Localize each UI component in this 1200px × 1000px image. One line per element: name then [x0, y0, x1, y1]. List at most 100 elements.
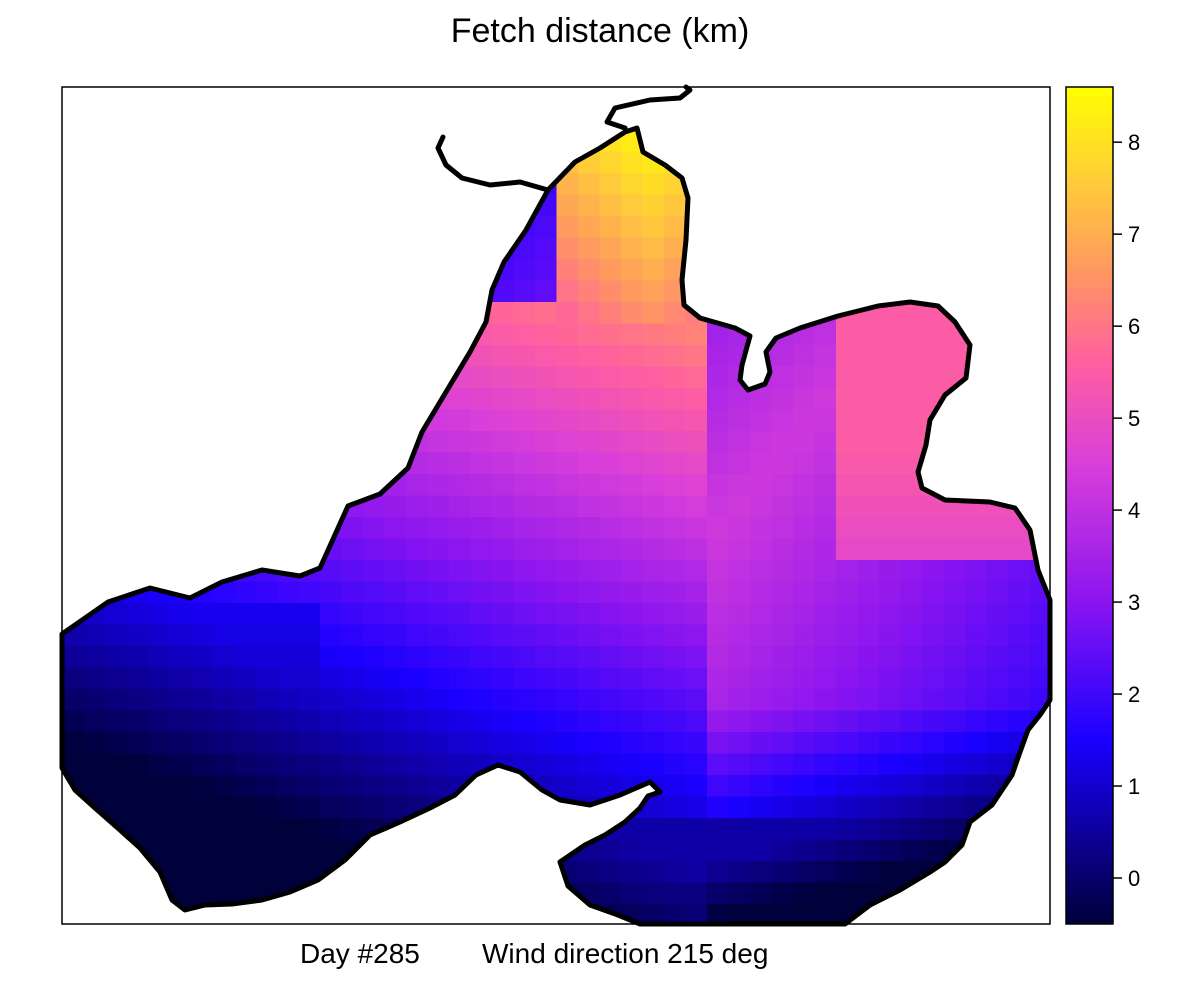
- heatmap-cell: [513, 560, 536, 583]
- heatmap-cell: [1029, 861, 1050, 884]
- heatmap-cell: [750, 388, 773, 411]
- heatmap-cell: [578, 87, 600, 109]
- heatmap-cell: [298, 194, 321, 217]
- heatmap-cell: [148, 474, 171, 497]
- heatmap-cell: [449, 667, 472, 690]
- heatmap-cell: [707, 710, 730, 733]
- heatmap-cell: [664, 474, 687, 497]
- heatmap-cell: [470, 237, 493, 260]
- heatmap-cell: [83, 689, 106, 712]
- heatmap-cell: [943, 128, 966, 131]
- heatmap-cell: [943, 753, 966, 776]
- heatmap-cell: [986, 474, 1009, 497]
- heatmap-cell: [900, 302, 923, 325]
- heatmap-cell: [449, 87, 471, 109]
- heatmap-cell: [126, 323, 149, 346]
- heatmap-cell: [406, 732, 429, 755]
- heatmap-cell: [535, 280, 558, 303]
- heatmap-cell: [599, 775, 622, 798]
- heatmap-cell: [900, 151, 923, 174]
- heatmap-cell: [191, 818, 214, 841]
- heatmap-cell: [685, 624, 708, 647]
- heatmap-cell: [234, 624, 257, 647]
- heatmap-cell: [857, 259, 880, 282]
- heatmap-cell: [234, 452, 257, 475]
- heatmap-cell: [664, 603, 687, 626]
- heatmap-cell: [621, 495, 644, 518]
- heatmap-cell: [513, 818, 536, 841]
- heatmap-cell: [449, 259, 472, 282]
- heatmap-cell: [599, 646, 622, 669]
- heatmap-cell: [857, 775, 880, 798]
- heatmap-cell: [470, 861, 493, 884]
- heatmap-cell: [427, 452, 450, 475]
- heatmap-cell: [943, 409, 966, 432]
- heatmap-cell: [922, 624, 945, 647]
- heatmap-cell: [836, 431, 859, 454]
- heatmap-cell: [707, 861, 730, 884]
- heatmap-cell: [750, 796, 773, 819]
- heatmap-cell: [62, 818, 85, 841]
- heatmap-cell: [105, 128, 128, 131]
- heatmap-cell: [298, 366, 321, 389]
- heatmap-cell: [986, 603, 1009, 626]
- heatmap-cell: [707, 775, 730, 798]
- heatmap-cell: [234, 128, 257, 131]
- heatmap-cell: [707, 345, 730, 368]
- heatmap-cell: [857, 753, 880, 776]
- heatmap-cell: [212, 689, 235, 712]
- heatmap-cell: [449, 302, 472, 325]
- heatmap-cell: [320, 689, 343, 712]
- heatmap-cell: [857, 173, 880, 196]
- heatmap-cell: [771, 302, 794, 325]
- heatmap-cell: [298, 646, 321, 669]
- heatmap-cell: [664, 128, 687, 131]
- heatmap-cell: [685, 689, 708, 712]
- heatmap-cell: [621, 194, 644, 217]
- heatmap-cell: [922, 689, 945, 712]
- heatmap-cell: [535, 474, 558, 497]
- heatmap-cell: [255, 603, 278, 626]
- heatmap-cell: [943, 538, 966, 561]
- heatmap-cell: [126, 345, 149, 368]
- heatmap-cell: [621, 323, 644, 346]
- heatmap-cell: [492, 474, 515, 497]
- heatmap-cell: [83, 646, 106, 669]
- heatmap-cell: [83, 216, 106, 239]
- heatmap-cell: [148, 280, 171, 303]
- heatmap-cell: [363, 560, 386, 583]
- heatmap-cell: [427, 646, 450, 669]
- heatmap-cell: [599, 452, 622, 475]
- heatmap-cell: [943, 624, 966, 647]
- heatmap-cell: [169, 624, 192, 647]
- heatmap-cell: [642, 345, 665, 368]
- heatmap-cell: [191, 796, 214, 819]
- heatmap-cell: [750, 646, 773, 669]
- heatmap-cell: [965, 216, 988, 239]
- heatmap-cell: [556, 452, 579, 475]
- heatmap-cell: [707, 517, 730, 540]
- heatmap-cell: [578, 173, 601, 196]
- heatmap-cell: [62, 581, 85, 604]
- heatmap-cell: [148, 560, 171, 583]
- heatmap-cell: [556, 323, 579, 346]
- heatmap-cell: [965, 775, 988, 798]
- heatmap-cell: [384, 323, 407, 346]
- heatmap-cell: [148, 710, 171, 733]
- heatmap-cell: [621, 753, 644, 776]
- heatmap-cell: [879, 194, 902, 217]
- heatmap-cell: [685, 388, 708, 411]
- heatmap-cell: [492, 216, 515, 239]
- heatmap-cell: [750, 538, 773, 561]
- heatmap-cell: [556, 194, 579, 217]
- heatmap-cell: [772, 87, 794, 109]
- heatmap-cell: [105, 237, 128, 260]
- heatmap-cell: [83, 302, 106, 325]
- heatmap-cell: [492, 796, 515, 819]
- heatmap-cell: [943, 259, 966, 282]
- heatmap-cell: [83, 194, 106, 217]
- heatmap-cell: [814, 839, 837, 862]
- heatmap-cell: [62, 345, 85, 368]
- heatmap-cell: [599, 431, 622, 454]
- heatmap-cell: [965, 452, 988, 475]
